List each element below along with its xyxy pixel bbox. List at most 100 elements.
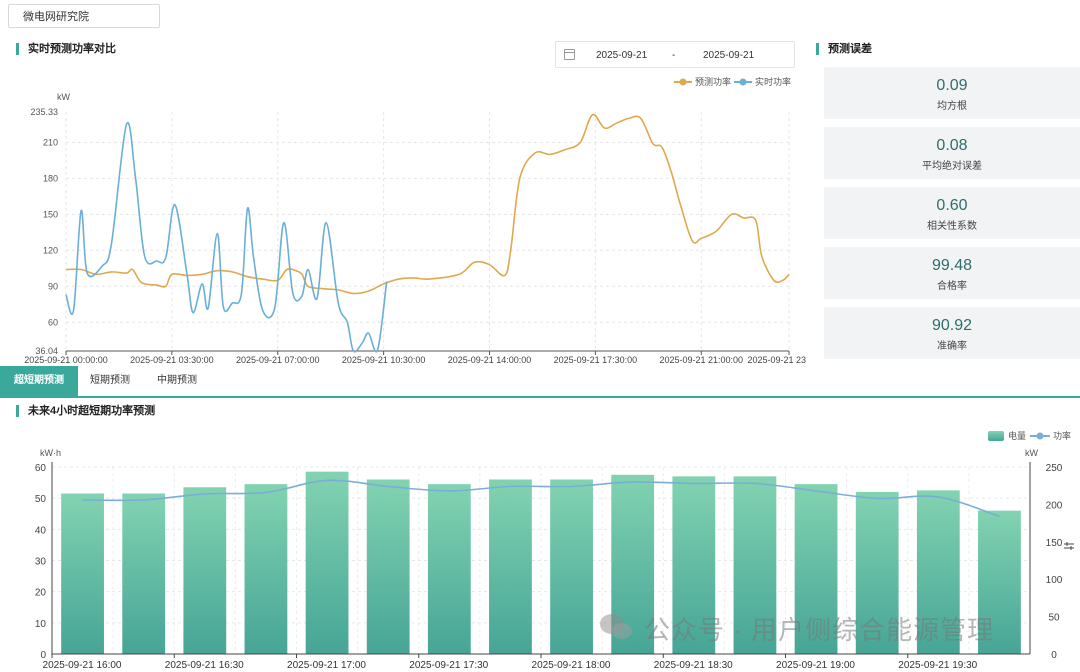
date-end[interactable]: 2025-09-21 (703, 50, 755, 61)
legend-power-label[interactable]: 功率 (1053, 430, 1071, 441)
x-tick-label: 2025-09-21 19:00 (776, 660, 855, 671)
x-tick-label: 2025-09-21 16:30 (165, 660, 244, 671)
wechat-icon (600, 614, 632, 639)
y-tick-label-right: 50 (1048, 613, 1060, 624)
tab-mid[interactable]: 中期预测 (157, 375, 197, 386)
y-tick-label-left: 10 (35, 619, 47, 630)
energy-bar[interactable] (794, 484, 838, 654)
energy-bar[interactable] (855, 491, 899, 654)
energy-bar[interactable] (305, 471, 349, 654)
y-tick-label-right: 200 (1046, 500, 1063, 511)
energy-bar[interactable] (244, 484, 288, 654)
legend-energy-label[interactable]: 电量 (1008, 430, 1026, 441)
y-tick-label-right: 0 (1051, 650, 1057, 661)
tab-short[interactable]: 短期预测 (90, 375, 130, 386)
x-tick-label: 2025-09-21 14:00:00 (448, 355, 532, 365)
error-panel-title: 预测误差 (816, 43, 872, 55)
y-tick-label: 235.33 (30, 107, 58, 117)
date-range-picker[interactable]: 2025-09-21 - 2025-09-21 (555, 41, 795, 68)
ultra-short-forecast-chart: 电量 功率 kW·h kW 60504030201002502001501005… (35, 430, 1074, 671)
y-tick-label-left: 50 (35, 494, 47, 505)
metric-label: 准确率 (937, 341, 967, 352)
x-tick-label: 2025-09-21 16:00 (43, 660, 122, 671)
energy-bar[interactable] (122, 493, 166, 654)
metric-value: 0.08 (936, 137, 968, 154)
metric-card-pass-rate: 99.48 合格率 (824, 247, 1080, 299)
metric-value: 90.92 (931, 317, 973, 334)
realtime-power-chart: 预测功率 实时功率 kW 235.33 210 180 150 120 90 60 36.04… (24, 76, 806, 365)
x-tick-label: 2025-09-21 18:30 (654, 660, 733, 671)
x-tick-label: 2025-09-21 18:00 (532, 660, 611, 671)
date-separator: - (672, 50, 676, 61)
x-tick-label: 2025-09-21 10:30:00 (342, 355, 426, 365)
energy-bar[interactable] (183, 487, 227, 654)
y-tick-label: 60 (48, 317, 58, 327)
energy-bar[interactable] (427, 484, 471, 654)
legend-forecast-marker (679, 78, 687, 86)
metric-label: 平均绝对误差 (922, 161, 982, 172)
legend-energy-swatch (988, 431, 1004, 441)
y-tick-label-left: 20 (35, 588, 47, 599)
energy-bar[interactable] (978, 510, 1021, 654)
energy-bar[interactable] (550, 479, 593, 654)
realtime-chart-legend: 预测功率 实时功率 (674, 76, 791, 87)
y-tick-label-right: 100 (1046, 575, 1063, 586)
y-tick-label: 180 (43, 173, 58, 183)
forecast-tabs: 超短期预测 短期预测 中期预测 (0, 366, 1080, 398)
y-tick-label-left: 40 (35, 525, 47, 536)
x-tick-label: 2025-09-21 00:00:00 (24, 355, 108, 365)
energy-bar[interactable] (916, 490, 960, 654)
legend-forecast-label[interactable]: 预测功率 (695, 76, 731, 87)
y-axis-unit: kW (57, 92, 71, 102)
metric-card-rmse: 0.09 均方根 (824, 67, 1080, 119)
metric-label: 合格率 (937, 281, 967, 292)
x-tick-label: 2025-09-21 23 (747, 355, 806, 365)
y-tick-label-left: 0 (40, 650, 46, 661)
x-tick-label: 2025-09-21 17:30 (409, 660, 488, 671)
x-tick-label: 2025-09-21 17:00 (287, 660, 366, 671)
metric-label: 相关性系数 (927, 221, 977, 232)
filter-icon[interactable] (1064, 542, 1074, 550)
metric-value: 0.60 (936, 197, 968, 214)
metric-value: 0.09 (936, 77, 968, 94)
x-tick-label: 2025-09-21 03:30:00 (130, 355, 214, 365)
y-tick-label: 150 (43, 209, 58, 219)
power-line (82, 479, 1000, 518)
metric-card-accuracy: 90.92 准确率 (824, 307, 1080, 359)
energy-bar[interactable] (733, 476, 777, 654)
legend-power-marker (1036, 432, 1044, 440)
y-tick-label: 210 (43, 137, 58, 147)
y-tick-label-right: 250 (1046, 463, 1063, 474)
energy-bar[interactable] (672, 476, 716, 654)
energy-bar[interactable] (61, 493, 104, 654)
actual-power-line (65, 121, 388, 353)
y-tick-label-left: 60 (35, 463, 47, 474)
x-tick-label: 2025-09-21 19:30 (898, 660, 977, 671)
y-axis-left-unit: kW·h (40, 448, 61, 458)
legend-actual-marker (739, 78, 747, 86)
metric-value: 99.48 (931, 257, 973, 274)
date-start[interactable]: 2025-09-21 (596, 50, 648, 61)
watermark-text: 公众号 · 用户侧综合能源管理 (644, 615, 995, 645)
station-select[interactable]: 微电网研究院 (8, 4, 160, 28)
x-tick-label: 2025-09-21 17:30:00 (554, 355, 638, 365)
calendar-icon (564, 49, 575, 60)
metric-card-mae: 0.08 平均绝对误差 (824, 127, 1080, 179)
ultra-short-chart-title: 未来4小时超短期功率预测 (16, 405, 155, 417)
x-tick-label: 2025-09-21 21:00:00 (659, 355, 743, 365)
y-tick-label: 36.04 (35, 346, 58, 356)
metric-card-correlation: 0.60 相关性系数 (824, 187, 1080, 239)
realtime-chart-title: 实时预测功率对比 (16, 43, 116, 55)
y-tick-label: 90 (48, 281, 58, 291)
y-axis-right-unit: kW (1025, 448, 1039, 458)
energy-bar[interactable] (489, 479, 532, 654)
metric-label: 均方根 (937, 101, 967, 112)
legend-actual-label[interactable]: 实时功率 (755, 76, 791, 87)
tab-ultra-short[interactable]: 超短期预测 (0, 366, 78, 396)
y-tick-label: 120 (43, 245, 58, 255)
energy-bar[interactable] (366, 479, 410, 654)
y-tick-label-right: 150 (1046, 538, 1063, 549)
y-tick-label-left: 30 (35, 557, 47, 568)
forecast-power-line (65, 113, 790, 295)
x-tick-label: 2025-09-21 07:00:00 (236, 355, 320, 365)
